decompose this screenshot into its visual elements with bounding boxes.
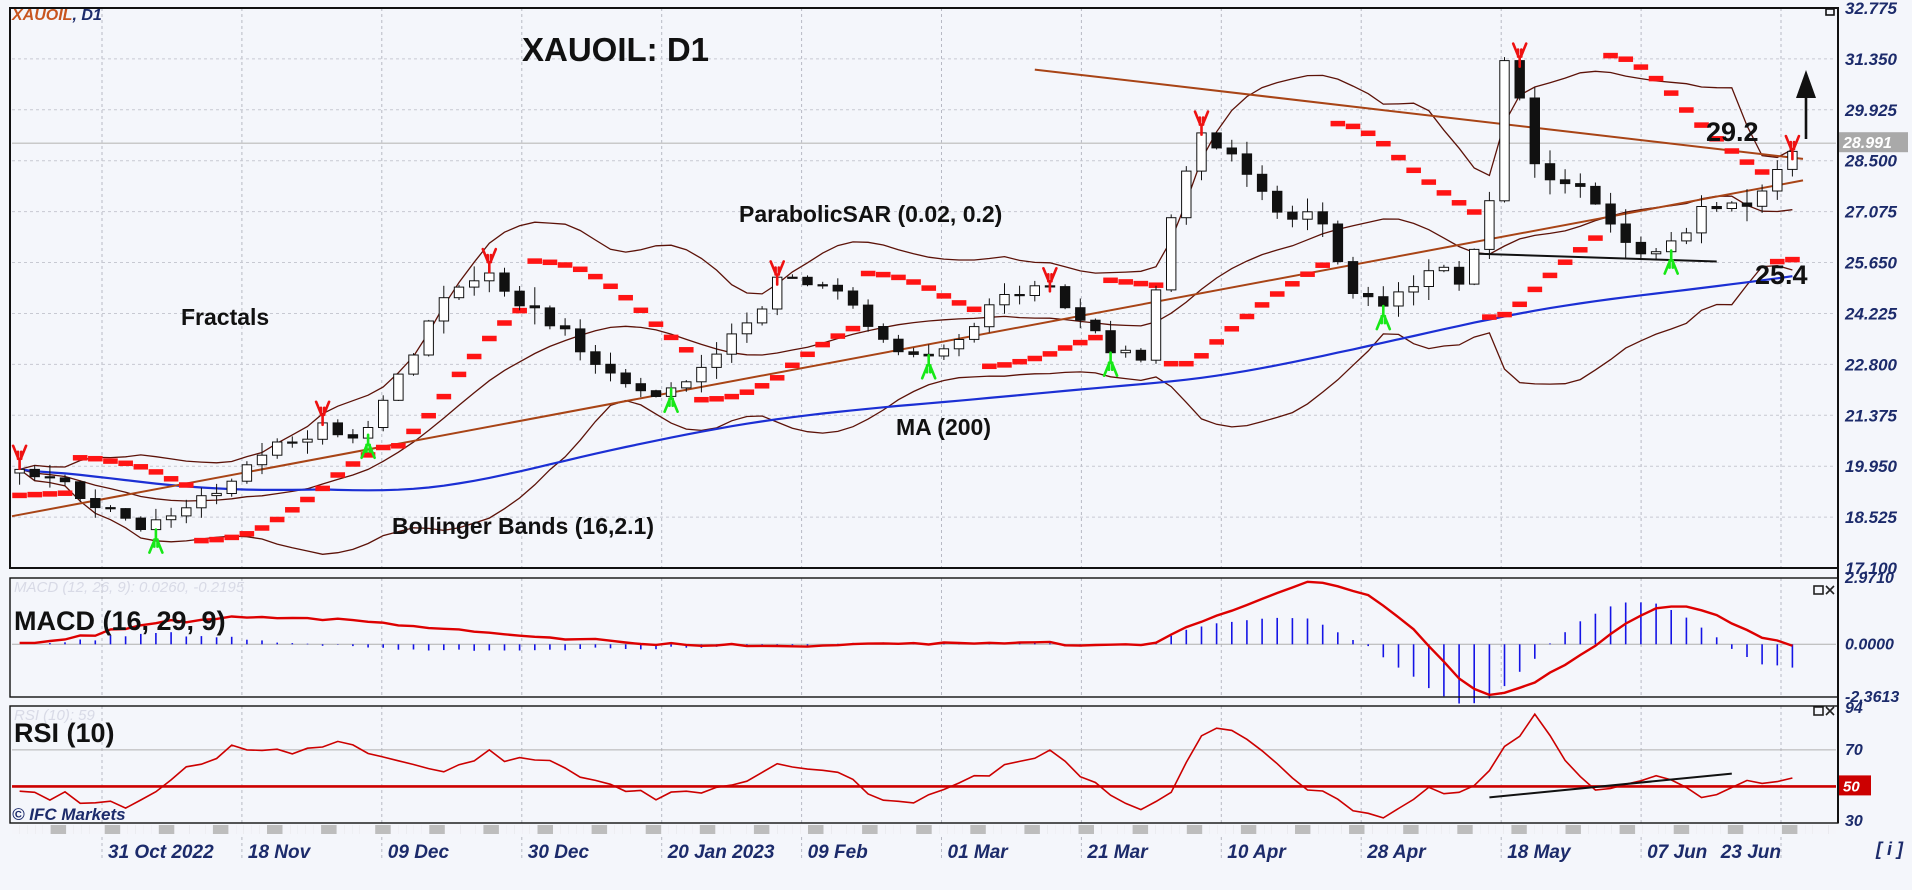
svg-text:32.775: 32.775 (1845, 0, 1898, 18)
svg-text:27.075: 27.075 (1844, 203, 1898, 222)
svg-text:23 Jun: 23 Jun (1720, 842, 1781, 863)
svg-text:28.500: 28.500 (1844, 152, 1898, 171)
svg-text:2.9710: 2.9710 (1844, 570, 1894, 587)
svg-text:RSI (10): RSI (10) (14, 718, 115, 748)
svg-text:25.4: 25.4 (1755, 260, 1808, 290)
svg-text:21.375: 21.375 (1844, 406, 1898, 425)
svg-text:18 May: 18 May (1507, 842, 1572, 863)
svg-text:22.800: 22.800 (1844, 355, 1898, 374)
svg-text:© IFC Markets: © IFC Markets (12, 805, 126, 824)
svg-text:01 Mar: 01 Mar (948, 842, 1010, 863)
svg-text:21 Mar: 21 Mar (1086, 842, 1149, 863)
svg-text:09 Feb: 09 Feb (808, 842, 869, 863)
svg-text:MA (200): MA (200) (896, 414, 991, 440)
svg-text:28.991: 28.991 (1842, 135, 1892, 152)
svg-text:30 Dec: 30 Dec (528, 842, 590, 863)
svg-text:70: 70 (1845, 742, 1863, 759)
svg-text:28 Apr: 28 Apr (1366, 842, 1427, 863)
svg-text:31.350: 31.350 (1845, 50, 1898, 69)
svg-text:MACD (12, 26, 9): 0.0260, -0.2: MACD (12, 26, 9): 0.0260, -0.2195 (14, 579, 245, 596)
svg-text:50: 50 (1843, 778, 1860, 795)
svg-text:19.950: 19.950 (1845, 457, 1898, 476)
svg-text:ParabolicSAR (0.02, 0.2): ParabolicSAR (0.02, 0.2) (739, 201, 1002, 227)
svg-text:MACD (16, 29, 9): MACD (16, 29, 9) (14, 606, 226, 636)
svg-text:30: 30 (1845, 813, 1863, 830)
svg-text:29.2: 29.2 (1706, 117, 1759, 147)
svg-text:25.650: 25.650 (1844, 254, 1898, 273)
svg-text:Fractals: Fractals (181, 304, 269, 330)
svg-text:24.225: 24.225 (1844, 305, 1898, 324)
svg-text:0.0000: 0.0000 (1845, 636, 1894, 653)
svg-text:18 Nov: 18 Nov (248, 842, 312, 863)
svg-text:94: 94 (1845, 700, 1863, 717)
svg-text:Bollinger Bands (16,2.1): Bollinger Bands (16,2.1) (392, 513, 654, 539)
svg-text:[ i ]: [ i ] (1875, 839, 1904, 859)
svg-text:09 Dec: 09 Dec (388, 842, 450, 863)
svg-text:10 Apr: 10 Apr (1227, 842, 1287, 863)
svg-text:XAUOIL: D1: XAUOIL: D1 (522, 31, 709, 68)
svg-text:29.925: 29.925 (1844, 101, 1898, 120)
svg-text:20 Jan 2023: 20 Jan 2023 (667, 842, 775, 863)
svg-text:18.525: 18.525 (1845, 508, 1898, 527)
svg-text:07 Jun: 07 Jun (1647, 842, 1707, 863)
svg-text:31 Oct 2022: 31 Oct 2022 (108, 842, 214, 863)
svg-text:XAUOIL, D1: XAUOIL, D1 (11, 7, 102, 24)
